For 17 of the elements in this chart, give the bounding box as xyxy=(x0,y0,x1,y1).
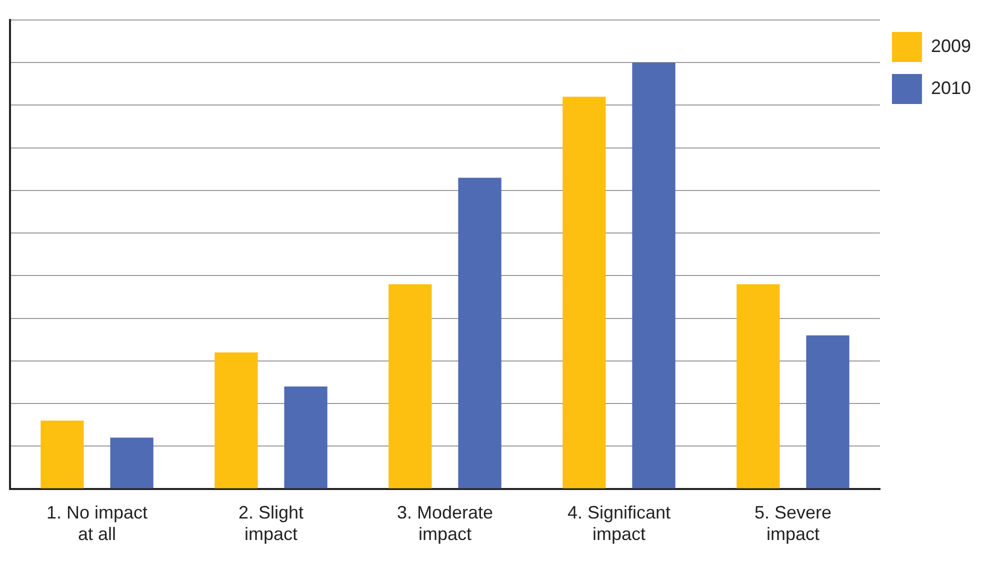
bar xyxy=(214,352,258,488)
bar xyxy=(736,284,780,488)
x-tick-label: 4. Significant impact xyxy=(567,502,670,544)
legend-label: 2010 xyxy=(930,78,972,98)
legend-label: 2009 xyxy=(930,36,972,56)
x-tick-label: 2. Slight impact xyxy=(238,502,304,544)
x-tick-label: 5. Severe impact xyxy=(754,502,832,544)
bar xyxy=(632,62,676,488)
bar xyxy=(806,335,850,488)
bar xyxy=(562,96,606,488)
bar xyxy=(458,178,502,488)
x-tick-label: 1. No impact at all xyxy=(46,502,148,544)
bar xyxy=(110,438,154,488)
x-tick-label: 3. Moderate impact xyxy=(396,502,494,544)
bar xyxy=(40,420,84,488)
bar xyxy=(388,284,432,488)
bar xyxy=(284,386,328,488)
